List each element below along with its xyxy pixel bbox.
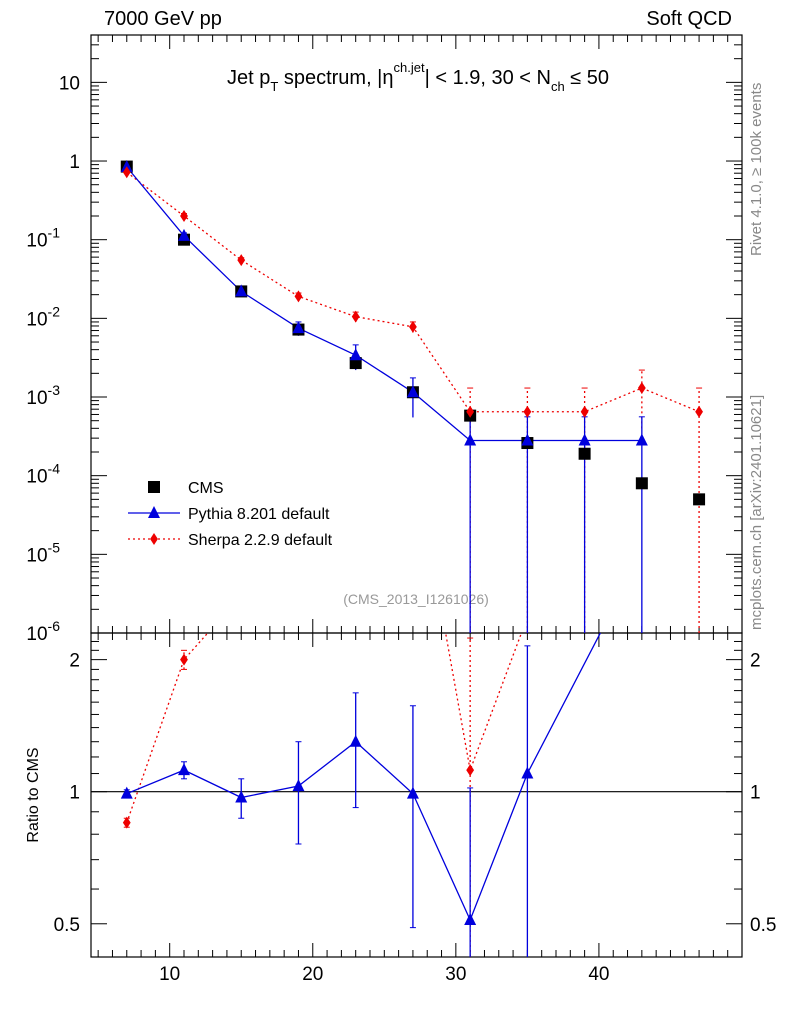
y-tick-label: 1 (69, 152, 80, 173)
pythia-ratio-line (126, 633, 602, 922)
x-tick-label: 40 (588, 964, 609, 985)
pythia-point (406, 385, 419, 398)
sherpa-ratio-point (180, 653, 188, 666)
pythia-ratio-point (235, 790, 248, 803)
pythia-point (349, 348, 362, 361)
x-tick-label: 30 (445, 964, 466, 985)
energy-label: 7000 GeV pp (104, 8, 222, 30)
ratio-tick-label-right: 1 (750, 783, 761, 804)
sherpa-point (409, 320, 417, 333)
y-tick-label: 10-2 (26, 303, 60, 330)
ratio-tick-label: 2 (69, 651, 80, 672)
x-tick-label: 10 (159, 964, 180, 985)
pythia-ratio-point (464, 913, 477, 926)
sherpa-point (580, 405, 589, 418)
ratio-tick-label-right: 2 (750, 651, 761, 672)
sherpa-line (126, 171, 700, 413)
sherpa-ratio-point (295, 479, 303, 491)
pythia-ratio-point (292, 779, 305, 792)
chart-title: Jet pT spectrum, |ηch.jet| < 1.9, 30 < N… (227, 60, 609, 94)
ratio-panel (90, 632, 743, 958)
cms-point (578, 447, 591, 460)
y-tick-label: 10-6 (26, 618, 60, 645)
sherpa-point (695, 405, 703, 418)
legend-label: Pythia 8.201 default (188, 506, 330, 523)
pythia-ratio-point (406, 786, 419, 799)
pythia-point (635, 433, 648, 446)
y-tick-label: 10 (59, 73, 80, 94)
pythia-point (521, 433, 534, 446)
sherpa-ratio-point (409, 444, 417, 456)
cms-point (635, 477, 648, 490)
sherpa-point (466, 405, 475, 418)
ratio-tick-label: 0.5 (54, 915, 80, 936)
sherpa-ratio-point (466, 764, 475, 777)
y-tick-label: 10-1 (26, 225, 60, 252)
y-tick-label: 10-5 (26, 539, 60, 566)
legend-label: Sherpa 2.2.9 default (188, 532, 333, 549)
legend-sherpa-marker (150, 533, 158, 545)
sherpa-ratio-point (237, 590, 245, 602)
pythia-line (126, 166, 642, 442)
sherpa-point (294, 290, 303, 303)
sherpa-point (180, 210, 188, 223)
ratio-axis-label: Ratio to CMS (25, 747, 42, 842)
process-label: Soft QCD (646, 8, 732, 30)
pythia-point (578, 433, 591, 446)
legend-label: CMS (188, 480, 224, 497)
sherpa-point (122, 166, 131, 179)
sherpa-point (637, 382, 646, 395)
analysis-label: (CMS_2013_I1261026) (343, 591, 489, 607)
sherpa-ratio-point (122, 816, 131, 829)
cms-point (693, 493, 706, 506)
pythia-point (178, 228, 190, 241)
sherpa-point (523, 405, 532, 418)
sherpa-point (237, 254, 246, 267)
pythia-ratio-point (178, 763, 190, 776)
ratio-tick-label: 1 (69, 783, 80, 804)
ratio-tick-label-right: 0.5 (750, 915, 776, 936)
pythia-ratio-point (521, 766, 534, 779)
legend-cms-marker (148, 481, 160, 493)
legend-pythia-marker (148, 506, 160, 518)
ratio-frame (90, 632, 743, 958)
pythia-point (120, 159, 133, 172)
pythia-point (235, 284, 248, 297)
y-tick-label: 10-4 (26, 461, 60, 488)
sherpa-point (351, 310, 360, 323)
pythia-point (464, 433, 477, 446)
y-tick-label: 10-3 (26, 382, 60, 409)
pythia-ratio-point (120, 786, 133, 799)
pythia-point (292, 321, 305, 334)
pythia-ratio-point (349, 734, 362, 747)
legend: CMS Pythia 8.201 default Sherpa 2.2.9 defa… (128, 480, 333, 549)
x-tick-label: 20 (302, 964, 323, 985)
